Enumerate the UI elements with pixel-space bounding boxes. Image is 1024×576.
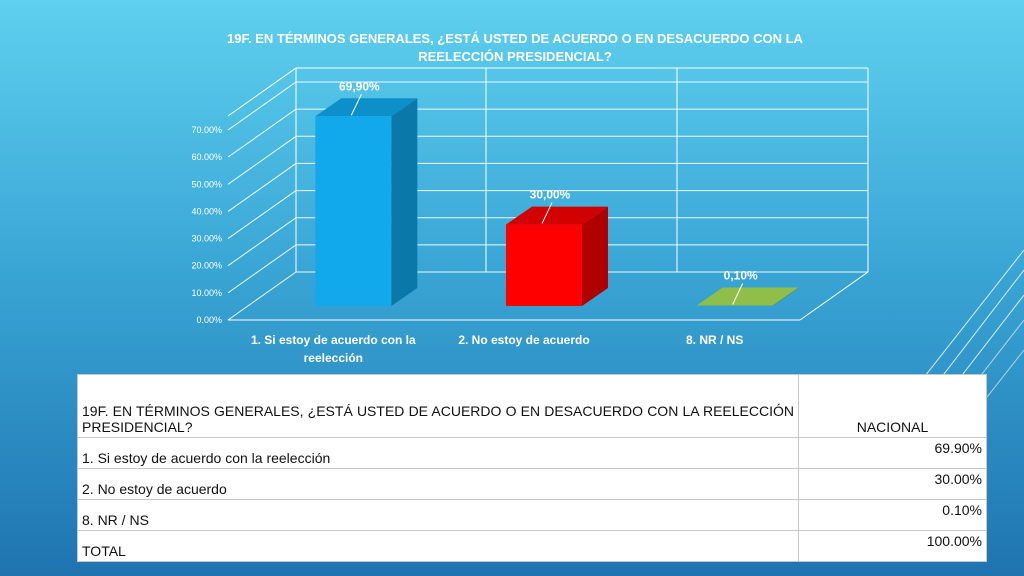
- data-label: 30,00%: [530, 188, 571, 202]
- y-tick-label: 0.00%: [196, 315, 222, 325]
- gridline-side: [227, 244, 297, 294]
- y-tick-label: 60.00%: [191, 152, 222, 162]
- table-row-label: 1. Si estoy de acuerdo con la reelección: [77, 437, 799, 469]
- gridline-side: [227, 67, 297, 117]
- table-header-row: 19F. EN TÉRMINOS GENERALES, ¿ESTÁ USTED …: [77, 374, 987, 438]
- x-tick-label: 2. No estoy de acuerdo: [458, 333, 589, 347]
- table-row-label: TOTAL: [77, 530, 799, 562]
- data-label: 69,90%: [339, 79, 380, 93]
- gridline-side: [227, 108, 297, 158]
- table-row-value: 69.90%: [798, 437, 987, 469]
- x-tick-label: reelección: [304, 351, 363, 365]
- bar: [315, 116, 392, 307]
- bar-chart: 0.00% 10.00% 20.00% 30.00% 40.00% 50.00% 60.00…: [191, 67, 869, 365]
- gridline-side: [227, 135, 297, 185]
- chart-title: 19F. EN TÉRMINOS GENERALES, ¿ESTÁ USTED …: [227, 31, 803, 64]
- table-row-value: 0.10%: [798, 499, 987, 531]
- bar: [506, 224, 582, 306]
- results-table: 19F. EN TÉRMINOS GENERALES, ¿ESTÁ USTED …: [77, 374, 987, 562]
- data-label: 0,10%: [724, 269, 758, 283]
- gridline-side: [227, 81, 297, 131]
- table-row: 2. No estoy de acuerdo 30.00%: [77, 468, 987, 500]
- floor-right-edge: [799, 271, 869, 321]
- table-row-label: 8. NR / NS: [77, 499, 799, 531]
- table-question-header: 19F. EN TÉRMINOS GENERALES, ¿ESTÁ USTED …: [77, 374, 799, 438]
- table-row-label: 2. No estoy de acuerdo: [77, 468, 799, 500]
- gridline-side: [227, 163, 297, 212]
- data-label-leader: [541, 202, 553, 224]
- gridline-side: [227, 217, 297, 267]
- table-column-header: NACIONAL: [798, 374, 987, 438]
- bar-side: [772, 287, 799, 306]
- y-tick-label: 70.00%: [191, 125, 222, 135]
- table-row-value: 100.00%: [798, 530, 987, 562]
- bar-side: [582, 206, 608, 306]
- x-tick-label: 8. NR / NS: [686, 333, 743, 347]
- table-row: 1. Si estoy de acuerdo con la reelección…: [77, 437, 987, 469]
- y-tick-label: 50.00%: [191, 179, 222, 189]
- bar-top: [315, 98, 418, 117]
- y-tick-label: 20.00%: [191, 261, 222, 271]
- y-tick-label: 30.00%: [191, 234, 222, 244]
- y-tick-label: 40.00%: [191, 206, 222, 216]
- table-row: 8. NR / NS 0.10%: [77, 499, 987, 531]
- bar-top: [506, 206, 608, 225]
- table-row-total: TOTAL 100.00%: [77, 530, 987, 562]
- data-label-leader: [350, 94, 362, 116]
- table-row-value: 30.00%: [798, 468, 987, 500]
- gridline-side: [227, 190, 297, 239]
- x-tick-label: 1. Si estoy de acuerdo con la: [251, 333, 416, 347]
- data-label-leader: [732, 283, 744, 305]
- gridline-side: [227, 271, 297, 321]
- bar-top: [696, 287, 799, 306]
- y-tick-label: 10.00%: [191, 288, 222, 298]
- bar-side: [391, 98, 418, 307]
